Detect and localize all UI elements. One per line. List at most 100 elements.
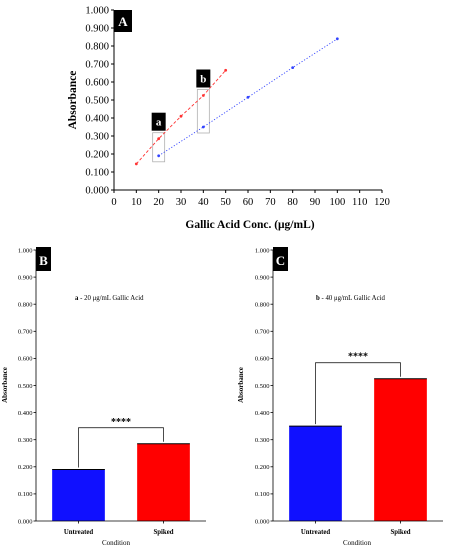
panel-c-subtitle-tag: b [316, 295, 320, 302]
panel-a-x-axis-title: Gallic Acid Conc. (μg/mL) [185, 219, 314, 231]
panel-a-series [134, 37, 339, 166]
highlight-label-a: a [156, 117, 162, 129]
y-tick-label: 0.000 [18, 518, 33, 525]
panel-c-y-ticks: 0.000 0.100 0.200 0.300 0.400 0.500 0.600 0.700… [255, 247, 273, 525]
y-tick-label: 1.000 [18, 247, 33, 254]
y-tick-label: 0.900 [255, 274, 270, 281]
panel-b-subtitle-text: - 20 μg/mL Gallic Acid [78, 295, 144, 302]
significance-stars: **** [348, 352, 368, 363]
panel-a-y-axis-title: Absorbance [67, 71, 79, 130]
data-point [134, 162, 138, 166]
panel-b-bar-chart: B Absorbance a - 20 μg/mL Gallic Acid Co… [1, 247, 206, 547]
x-tick-label: Untreated [64, 529, 94, 536]
panel-b-significance: **** [78, 417, 164, 468]
y-tick-label: 0.800 [255, 302, 270, 309]
data-point [157, 154, 161, 158]
panel-c-significance: **** [315, 352, 401, 425]
panel-c-bar-chart: C Absorbance b - 40 μg/mL Gallic Acid Co… [237, 247, 443, 547]
highlight-badge-b [196, 69, 211, 88]
x-tick-label: 50 [220, 197, 231, 208]
x-tick-label: 70 [265, 197, 276, 208]
y-tick-label: 0.500 [255, 383, 270, 390]
panel-b-x-axis-title: Condition [102, 539, 131, 547]
y-tick-label: 0.100 [18, 491, 33, 498]
data-point [335, 37, 339, 41]
bar-spiked [374, 378, 427, 521]
significance-bracket [78, 427, 164, 468]
panel-b-y-axis-title: Absorbance [1, 367, 9, 403]
x-tick-label: 0 [111, 197, 116, 208]
x-tick-label: Spiked [153, 529, 173, 536]
y-tick-label: 0.200 [85, 150, 109, 161]
y-tick-label: 0.100 [255, 491, 270, 498]
x-tick-label: 20 [153, 197, 164, 208]
y-tick-label: 1.000 [85, 6, 109, 17]
y-tick-label: 0.900 [18, 274, 33, 281]
panel-c-y-axis-title: Absorbance [237, 367, 245, 403]
panel-a-y-ticks: 0.000 0.100 0.200 0.300 0.400 0.500 0.600 0.700… [85, 6, 114, 197]
x-tick-label: 10 [131, 197, 142, 208]
highlight-badge-a [151, 112, 166, 131]
data-point [201, 94, 205, 97]
y-tick-label: 0.500 [85, 96, 109, 107]
y-tick-label: 0.700 [85, 60, 109, 71]
panel-c-label: C [276, 253, 285, 268]
data-point [157, 137, 161, 141]
x-tick-label: 90 [310, 197, 321, 208]
x-tick-label: Untreated [301, 529, 331, 536]
panel-b-badge [36, 247, 51, 271]
y-tick-label: 0.300 [255, 437, 270, 444]
bar-spiked [137, 443, 190, 521]
bar-untreated [289, 426, 342, 521]
x-tick-label: Spiked [390, 529, 410, 536]
y-tick-label: 0.400 [255, 410, 270, 417]
y-tick-label: 0.700 [255, 329, 270, 336]
x-tick-label: 110 [352, 197, 367, 208]
series-line-2 [158, 38, 338, 157]
data-point [201, 125, 205, 129]
panel-c-bars: Untreated Spiked [289, 378, 427, 536]
significance-stars: **** [111, 417, 131, 428]
panel-c-badge [273, 247, 288, 271]
panel-b-subtitle: a - 20 μg/mL Gallic Acid [75, 295, 144, 302]
x-tick-label: 60 [243, 197, 254, 208]
x-tick-label: 120 [374, 197, 390, 208]
y-tick-label: 0.500 [18, 383, 33, 390]
x-tick-label: 80 [287, 197, 298, 208]
y-tick-label: 1.000 [255, 247, 270, 254]
y-tick-label: 0.600 [85, 78, 109, 89]
data-point [179, 114, 183, 118]
y-tick-label: 0.200 [18, 464, 33, 471]
y-tick-label: 0.000 [85, 186, 109, 197]
panel-a-x-ticks: 0 10 20 30 40 50 60 70 80 90 100 110 120 [111, 190, 390, 208]
highlight-box-a [152, 132, 166, 163]
data-point [224, 68, 228, 72]
y-tick-label: 0.800 [18, 302, 33, 309]
y-tick-label: 0.400 [85, 114, 109, 125]
panel-a-highlight-boxes: ab [151, 69, 211, 163]
significance-bracket [315, 362, 401, 425]
y-tick-label: 0.600 [18, 356, 33, 363]
y-tick-label: 0.400 [18, 410, 33, 417]
panel-b-label: B [39, 253, 48, 268]
highlight-label-b: b [200, 74, 206, 86]
x-tick-label: 100 [329, 197, 345, 208]
y-tick-label: 0.300 [85, 132, 109, 143]
y-tick-label: 0.900 [85, 24, 109, 35]
panel-b-bars: Untreated Spiked [52, 443, 190, 536]
y-tick-label: 0.700 [18, 329, 33, 336]
data-point [246, 95, 250, 99]
panel-c-subtitle: b - 40 μg/mL Gallic Acid [316, 295, 386, 302]
y-tick-label: 0.200 [255, 464, 270, 471]
y-tick-label: 0.800 [85, 42, 109, 53]
y-tick-label: 0.300 [18, 437, 33, 444]
panel-a-line-chart: A Absorbance Gallic Acid Conc. (μg/mL) 0… [67, 6, 390, 232]
y-tick-label: 0.000 [255, 518, 270, 525]
panel-a-badge [114, 10, 132, 32]
x-tick-label: 30 [176, 197, 187, 208]
panel-c-x-axis-title: Condition [343, 539, 372, 547]
panel-b-subtitle-tag: a [75, 295, 79, 302]
panel-c-subtitle-text: - 40 μg/mL Gallic Acid [320, 295, 386, 302]
panel-a-label: A [118, 14, 128, 29]
